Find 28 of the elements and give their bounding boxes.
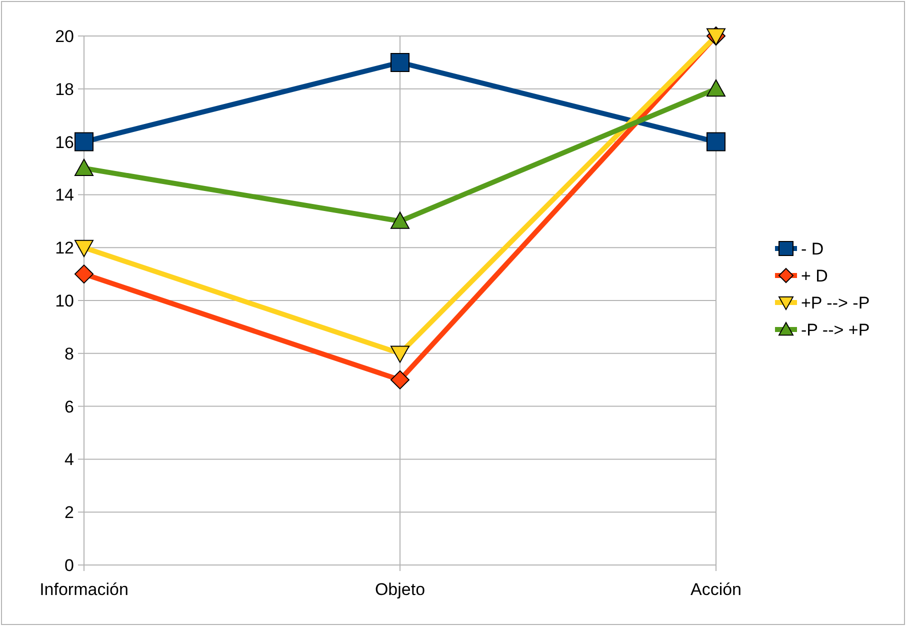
y-tick-label: 10 — [55, 291, 74, 310]
y-tick-label: 8 — [64, 344, 74, 364]
point — [706, 79, 726, 97]
y-tick-label: 20 — [55, 26, 74, 46]
y-tick-label: 18 — [55, 80, 74, 99]
y-tick-label: 14 — [55, 186, 74, 205]
x-tick-label: Información — [40, 580, 128, 599]
y-tick-label: 4 — [64, 450, 74, 470]
point — [390, 52, 410, 72]
legend-label: +P --> -P — [801, 293, 870, 312]
y-tick-label: 2 — [64, 503, 74, 522]
legend-label: + D — [801, 266, 828, 286]
legend-label: -P --> +P — [801, 320, 870, 340]
point — [390, 212, 410, 229]
y-tick-label: 16 — [55, 132, 74, 152]
x-tick-label: Acción — [690, 580, 742, 599]
point — [74, 240, 94, 258]
point — [74, 264, 94, 284]
y-tick-label: 0 — [64, 556, 74, 575]
y-tick-label: 6 — [64, 397, 74, 416]
y-tick-label: 12 — [55, 238, 74, 258]
point — [74, 158, 94, 176]
point — [706, 132, 726, 152]
x-tick-label: Objeto — [374, 580, 426, 599]
point — [74, 132, 94, 152]
point — [390, 346, 410, 363]
legend-label: - D — [801, 239, 824, 258]
point — [390, 370, 410, 390]
